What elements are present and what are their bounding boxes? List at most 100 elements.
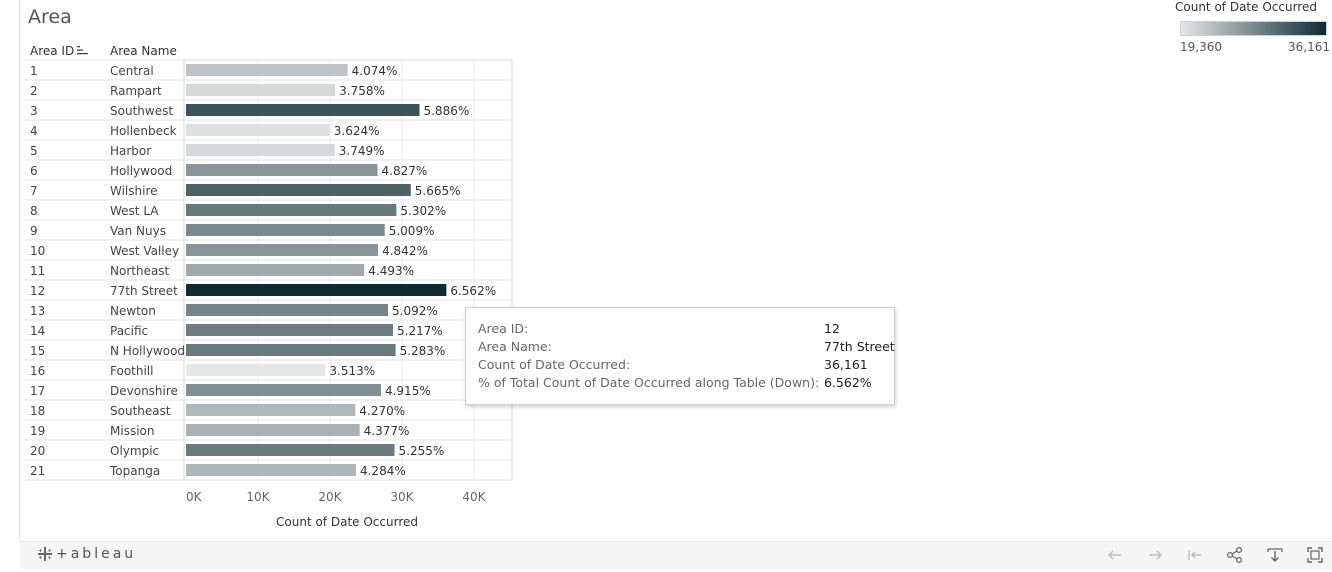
table-row[interactable]: 17 Devonshire 4.915% xyxy=(25,384,512,401)
area-name-cell: Devonshire xyxy=(110,384,178,398)
area-name-cell: Northeast xyxy=(110,264,170,278)
bar[interactable] xyxy=(186,324,393,336)
table-row[interactable]: 12 77th Street 6.562% xyxy=(25,284,512,301)
tooltip-value: 12 xyxy=(824,321,840,336)
legend-title: Count of Date Occurred xyxy=(1175,0,1317,14)
area-id-cell: 19 xyxy=(30,424,45,438)
bar-data-label: 6.562% xyxy=(450,284,496,298)
area-name-cell: Southwest xyxy=(110,104,173,118)
area-name-cell: West Valley xyxy=(110,244,179,258)
tableau-logo[interactable]: +ableau xyxy=(38,546,136,562)
column-header-area-name[interactable]: Area Name xyxy=(110,44,177,58)
sheet-title: Area xyxy=(28,6,72,28)
logo-text: +ableau xyxy=(56,546,137,562)
table-row[interactable]: 18 Southeast 4.270% xyxy=(25,404,512,421)
bar[interactable] xyxy=(186,264,365,276)
bar[interactable] xyxy=(186,444,395,456)
area-id-cell: 10 xyxy=(30,244,45,258)
legend-max-label: 36,161 xyxy=(1288,40,1330,54)
area-id-cell: 8 xyxy=(30,204,38,218)
table-row[interactable]: 4 Hollenbeck 3.624% xyxy=(25,124,512,141)
area-name-cell: Rampart xyxy=(110,84,162,98)
area-id-cell: 9 xyxy=(30,224,38,238)
table-row[interactable]: 6 Hollywood 4.827% xyxy=(25,164,512,181)
area-id-cell: 20 xyxy=(30,444,45,458)
bar[interactable] xyxy=(186,84,336,96)
x-tick-label: 40K xyxy=(462,490,486,504)
table-row[interactable]: 20 Olympic 5.255% xyxy=(25,444,512,461)
area-name-cell: 77th Street xyxy=(110,284,178,298)
bar[interactable] xyxy=(186,144,335,156)
area-id-cell: 21 xyxy=(30,464,45,478)
bar[interactable] xyxy=(186,164,378,176)
bar[interactable] xyxy=(186,224,385,236)
bar[interactable] xyxy=(186,104,420,116)
tooltip-row: Count of Date Occurred: 36,161 xyxy=(478,357,868,375)
table-row[interactable]: 11 Northeast 4.493% xyxy=(25,264,512,281)
tooltip-label: % of Total Count of Date Occurred along … xyxy=(478,375,820,390)
fullscreen-icon[interactable] xyxy=(1306,546,1324,564)
bar[interactable] xyxy=(186,204,397,216)
redo-icon[interactable] xyxy=(1146,546,1164,564)
area-id-cell: 12 xyxy=(30,284,45,298)
table-row[interactable]: 19 Mission 4.377% xyxy=(25,424,512,441)
tooltip-label: Area ID: xyxy=(478,321,529,336)
download-icon[interactable] xyxy=(1266,546,1284,564)
bar[interactable] xyxy=(186,364,326,376)
bar-data-label: 4.915% xyxy=(385,384,431,398)
bar[interactable] xyxy=(186,284,447,296)
tooltip-label: Count of Date Occurred: xyxy=(478,357,631,372)
table-row[interactable]: 16 Foothill 3.513% xyxy=(25,364,512,381)
area-id-cell: 11 xyxy=(30,264,45,278)
column-header-area-id[interactable]: Area ID xyxy=(30,44,75,58)
table-row[interactable]: 9 Van Nuys 5.009% xyxy=(25,224,512,241)
toolbar: +ableau xyxy=(20,541,1332,569)
bar-data-label: 5.283% xyxy=(400,344,446,358)
area-id-cell: 2 xyxy=(30,84,38,98)
table-row[interactable]: 13 Newton 5.092% xyxy=(25,304,512,321)
tooltip-value: 6.562% xyxy=(824,375,872,390)
bar[interactable] xyxy=(186,424,360,436)
table-row[interactable]: 5 Harbor 3.749% xyxy=(25,144,512,161)
bar[interactable] xyxy=(186,304,389,316)
area-id-cell: 13 xyxy=(30,304,45,318)
left-border xyxy=(19,0,20,541)
bar-data-label: 4.377% xyxy=(364,424,410,438)
sort-descending-icon[interactable] xyxy=(77,45,89,56)
table-row[interactable]: 8 West LA 5.302% xyxy=(25,204,512,221)
undo-icon[interactable] xyxy=(1106,546,1124,564)
tooltip-row: Area Name: 77th Street xyxy=(478,339,895,357)
area-name-cell: Newton xyxy=(110,304,156,318)
area-name-cell: Van Nuys xyxy=(110,224,166,238)
bar-data-label: 3.624% xyxy=(334,124,380,138)
area-name-cell: Harbor xyxy=(110,144,151,158)
area-id-cell: 6 xyxy=(30,164,38,178)
bar[interactable] xyxy=(186,124,330,136)
area-id-cell: 17 xyxy=(30,384,45,398)
area-name-cell: Hollenbeck xyxy=(110,124,177,138)
table-row[interactable]: 14 Pacific 5.217% xyxy=(25,324,512,341)
bar[interactable] xyxy=(186,384,381,396)
bar[interactable] xyxy=(186,464,356,476)
table-row[interactable]: 2 Rampart 3.758% xyxy=(25,84,512,101)
bar-data-label: 4.842% xyxy=(382,244,428,258)
table-row[interactable]: 21 Topanga 4.284% xyxy=(25,464,512,481)
bar-data-label: 5.302% xyxy=(400,204,446,218)
bar[interactable] xyxy=(186,344,396,356)
share-icon[interactable] xyxy=(1226,546,1244,564)
bar[interactable] xyxy=(186,64,348,76)
table-row[interactable]: 10 West Valley 4.842% xyxy=(25,244,512,261)
bar[interactable] xyxy=(186,244,379,256)
table-row[interactable]: 3 Southwest 5.886% xyxy=(25,104,512,121)
tableau-logo-icon xyxy=(38,547,52,561)
bar[interactable] xyxy=(186,184,411,196)
area-name-cell: Central xyxy=(110,64,154,78)
revert-icon[interactable] xyxy=(1186,546,1204,564)
table-row[interactable]: 7 Wilshire 5.665% xyxy=(25,184,512,201)
table-row[interactable]: 15 N Hollywood 5.283% xyxy=(25,344,512,361)
table-row[interactable]: 1 Central 4.074% xyxy=(25,64,512,81)
tooltip-value: 36,161 xyxy=(824,357,868,372)
bar[interactable] xyxy=(186,404,356,416)
bar-data-label: 3.513% xyxy=(329,364,375,378)
